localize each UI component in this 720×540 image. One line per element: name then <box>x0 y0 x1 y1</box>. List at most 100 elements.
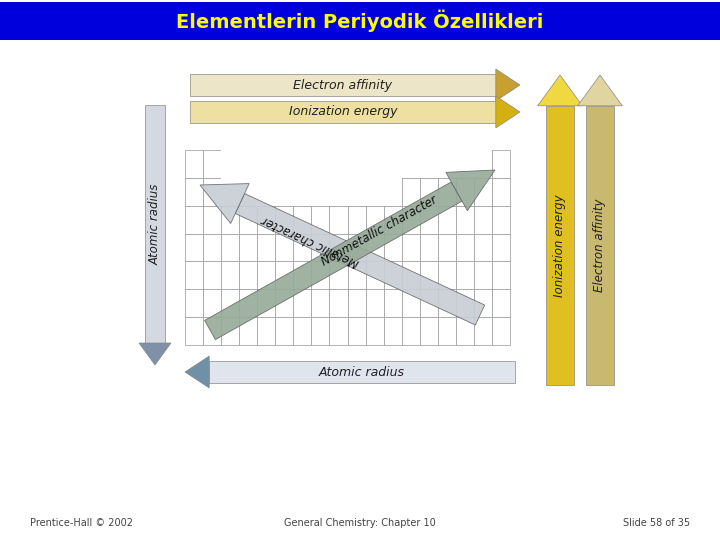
Polygon shape <box>139 343 171 365</box>
Bar <box>402 178 420 206</box>
Bar <box>402 150 420 178</box>
Bar <box>311 261 330 289</box>
Bar <box>239 178 257 206</box>
Bar <box>402 317 420 345</box>
Bar <box>456 178 474 206</box>
Bar <box>239 261 257 289</box>
Polygon shape <box>185 356 210 388</box>
Bar <box>275 234 293 261</box>
Bar <box>474 317 492 345</box>
Bar <box>474 178 492 206</box>
Polygon shape <box>496 96 520 128</box>
Bar <box>221 261 239 289</box>
Bar <box>185 289 203 317</box>
Text: Electron affinity: Electron affinity <box>593 199 606 292</box>
Bar <box>330 206 348 234</box>
Bar <box>203 317 221 345</box>
Bar <box>348 150 366 178</box>
Bar <box>275 150 293 178</box>
Bar <box>402 234 420 261</box>
Bar <box>293 317 311 345</box>
Bar <box>0 2 720 40</box>
Bar <box>456 261 474 289</box>
Text: Electron affinity: Electron affinity <box>294 78 392 91</box>
Polygon shape <box>538 75 582 106</box>
Bar <box>330 289 348 317</box>
Polygon shape <box>235 193 485 325</box>
Text: Ionization energy: Ionization energy <box>554 194 567 296</box>
Bar <box>474 234 492 261</box>
Bar <box>311 206 330 234</box>
Bar <box>239 317 257 345</box>
Bar <box>366 206 384 234</box>
Polygon shape <box>145 105 165 343</box>
Text: Atomic radius: Atomic radius <box>319 366 405 379</box>
Bar <box>221 178 239 206</box>
Bar <box>293 261 311 289</box>
Bar <box>420 289 438 317</box>
Polygon shape <box>190 101 496 123</box>
Bar <box>293 150 311 178</box>
Bar <box>311 234 330 261</box>
Polygon shape <box>577 75 622 106</box>
Bar <box>420 150 438 178</box>
Bar <box>456 234 474 261</box>
Bar <box>203 178 221 206</box>
Bar <box>221 150 239 178</box>
Bar <box>311 178 330 206</box>
Bar <box>366 289 384 317</box>
Bar <box>384 234 402 261</box>
Polygon shape <box>586 106 614 385</box>
Bar <box>348 206 366 234</box>
Bar <box>366 317 384 345</box>
Bar <box>438 234 456 261</box>
Bar <box>257 178 275 206</box>
Bar <box>456 206 474 234</box>
Bar <box>311 150 330 178</box>
Bar <box>366 261 384 289</box>
Bar <box>348 150 366 178</box>
Bar <box>257 261 275 289</box>
Text: Slide 58 of 35: Slide 58 of 35 <box>623 518 690 528</box>
Bar <box>366 150 384 178</box>
Text: Metallic character: Metallic character <box>260 212 361 269</box>
Text: Elementlerin Periyodik Özellikleri: Elementlerin Periyodik Özellikleri <box>176 10 544 32</box>
Bar <box>239 150 257 178</box>
Bar <box>366 234 384 261</box>
Bar <box>221 178 239 206</box>
Bar <box>474 150 492 178</box>
Bar <box>402 150 420 178</box>
Bar <box>420 261 438 289</box>
Bar <box>330 317 348 345</box>
Bar <box>293 178 311 206</box>
Bar <box>474 261 492 289</box>
Bar <box>311 317 330 345</box>
Bar <box>456 150 474 178</box>
Bar <box>221 234 239 261</box>
Bar <box>384 206 402 234</box>
Bar <box>275 206 293 234</box>
Bar <box>203 150 221 178</box>
Bar <box>366 178 384 206</box>
Bar <box>330 261 348 289</box>
Bar <box>293 289 311 317</box>
Bar <box>221 206 239 234</box>
Polygon shape <box>190 74 496 96</box>
Bar <box>275 178 293 206</box>
Bar <box>311 289 330 317</box>
Bar <box>203 206 221 234</box>
Bar <box>239 178 257 206</box>
Bar <box>203 261 221 289</box>
Bar <box>293 178 311 206</box>
Bar <box>330 178 348 206</box>
Bar <box>420 234 438 261</box>
Bar <box>384 289 402 317</box>
Bar <box>221 317 239 345</box>
Bar <box>456 289 474 317</box>
Polygon shape <box>204 182 462 340</box>
Bar <box>257 289 275 317</box>
Bar <box>402 289 420 317</box>
Bar <box>257 150 275 178</box>
Bar <box>185 317 203 345</box>
Bar <box>438 206 456 234</box>
